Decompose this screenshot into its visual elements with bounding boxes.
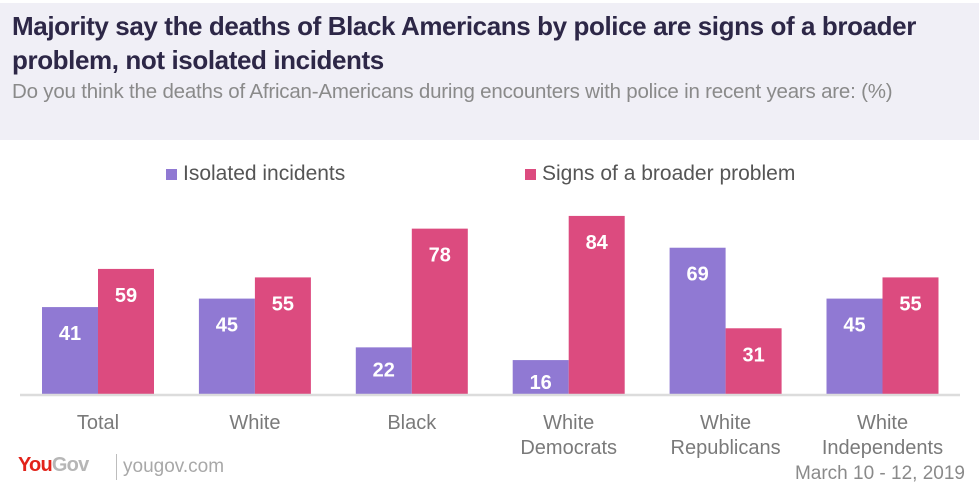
data-label-isolated-0: 41 — [59, 323, 81, 345]
header-panel: Majority say the deaths of Black America… — [0, 3, 979, 140]
bar-isolated-0 — [42, 307, 98, 394]
legend-item-broader: Signs of a broader problem — [525, 160, 795, 188]
data-label-isolated-5: 45 — [843, 315, 865, 337]
data-label-isolated-2: 22 — [373, 359, 395, 381]
x-tick-label-0-0: Total — [77, 412, 119, 434]
legend-label-isolated: Isolated incidents — [183, 162, 346, 185]
data-label-broader-3: 84 — [586, 232, 609, 254]
x-tick-label-4-1: Republicans — [671, 437, 781, 459]
bar-isolated-2 — [355, 347, 412, 394]
x-tick-label-4-0: White — [700, 412, 751, 434]
survey-date: March 10 - 12, 2019 — [794, 463, 965, 484]
data-label-broader-2: 78 — [429, 245, 451, 267]
x-tick-label-2-0: Black — [387, 412, 437, 434]
legend-swatch-isolated — [166, 168, 177, 180]
data-label-isolated-1: 45 — [216, 315, 238, 337]
data-label-isolated-3: 16 — [530, 372, 552, 394]
footer-separator — [116, 454, 117, 480]
footer-url: yougov.com — [123, 456, 225, 477]
data-label-broader-1: 55 — [272, 293, 294, 315]
data-label-broader-5: 55 — [899, 293, 921, 315]
bar-isolated-1 — [198, 298, 255, 394]
data-label-broader-0: 59 — [115, 285, 137, 307]
data-label-isolated-4: 69 — [686, 264, 708, 286]
x-tick-label-5-1: Independents — [822, 437, 943, 459]
bar-isolated-5 — [826, 298, 883, 394]
legend-swatch-broader — [525, 168, 536, 180]
bar-isolated-4 — [669, 247, 726, 394]
x-tick-label-5-0: White — [857, 412, 908, 434]
bar-broader-0 — [98, 268, 154, 394]
legend-item-isolated: Isolated incidents — [166, 160, 345, 188]
chart-title: Majority say the deaths of Black America… — [12, 11, 916, 75]
bar-isolated-3 — [512, 360, 569, 394]
bars-layer: 41 59 45 55 22 78 16 84 69 31 45 55 — [42, 215, 939, 394]
legend-label-broader: Signs of a broader problem — [542, 162, 796, 185]
data-label-broader-4: 31 — [742, 344, 764, 366]
bar-broader-4 — [725, 328, 782, 394]
x-tick-label-1-0: White — [229, 412, 280, 434]
bar-broader-5 — [882, 277, 939, 394]
x-axis-labels: Total White Black White Democrats White Republ… — [77, 412, 943, 459]
chart-subtitle: Do you think the deaths of African-Ameri… — [12, 80, 893, 103]
bar-broader-1 — [254, 277, 311, 394]
x-tick-label-3-1: Democrats — [520, 437, 617, 459]
bar-broader-2 — [411, 228, 468, 394]
bar-broader-3 — [568, 215, 625, 394]
yougov-logo: YouGov — [18, 454, 89, 476]
x-tick-label-3-0: White — [543, 412, 594, 434]
